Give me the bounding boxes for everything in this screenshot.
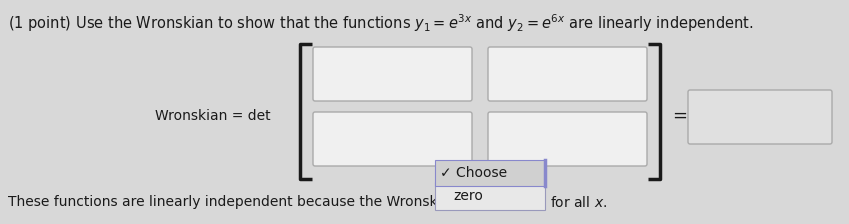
Text: Wronskian = det: Wronskian = det (155, 109, 271, 123)
FancyBboxPatch shape (435, 182, 545, 210)
Text: (1 point) Use the Wronskian to show that the functions $y_1 = e^{3x}$ and $y_2 =: (1 point) Use the Wronskian to show that… (8, 12, 754, 34)
Text: for all $x$.: for all $x$. (550, 194, 607, 209)
FancyBboxPatch shape (313, 47, 472, 101)
Text: zero: zero (453, 189, 483, 203)
Text: ✓ Choose: ✓ Choose (440, 166, 507, 180)
FancyBboxPatch shape (688, 90, 832, 144)
FancyBboxPatch shape (488, 47, 647, 101)
FancyBboxPatch shape (313, 112, 472, 166)
Text: These functions are linearly independent because the Wronskian: These functions are linearly independent… (8, 195, 458, 209)
FancyBboxPatch shape (435, 160, 545, 186)
FancyBboxPatch shape (488, 112, 647, 166)
Text: =: = (672, 107, 687, 125)
